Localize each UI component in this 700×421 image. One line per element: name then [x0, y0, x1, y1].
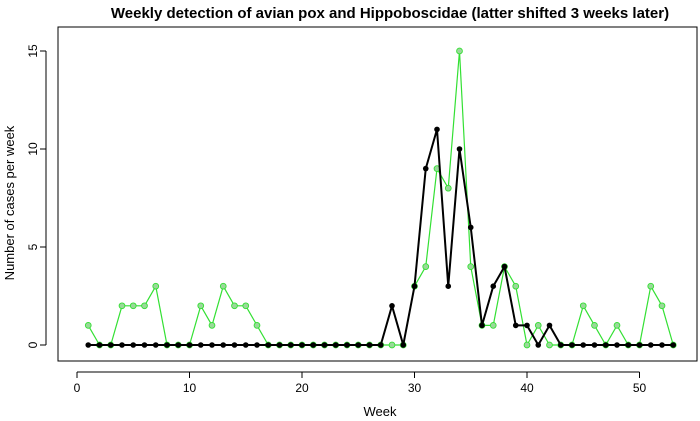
series-1-point	[310, 342, 317, 348]
series-0-point	[467, 263, 475, 270]
series-1-point	[107, 342, 114, 348]
series-1-point	[344, 342, 350, 348]
x-tick-label: 30	[408, 381, 422, 395]
series-0-point	[388, 341, 396, 349]
series-1-point	[501, 263, 508, 270]
series-1-point	[467, 224, 474, 231]
series-1-point	[580, 342, 587, 348]
series-1-point	[490, 283, 497, 290]
series-1-point	[400, 342, 407, 348]
series-1-point	[152, 342, 159, 348]
series-1-point	[602, 342, 609, 348]
series-1-point	[591, 342, 598, 348]
x-tick-label: 40	[520, 381, 534, 395]
series-1-point	[377, 342, 384, 348]
series-0-point	[489, 322, 497, 329]
series-1-point	[265, 342, 272, 348]
y-tick-label: 0	[26, 341, 40, 348]
series-0-point	[512, 282, 520, 290]
y-tick-label: 10	[26, 142, 40, 156]
series-0-point	[523, 341, 531, 349]
series-1-point	[456, 146, 463, 152]
series-1-point	[85, 342, 92, 348]
series-1-point	[411, 283, 418, 290]
series-1-point	[276, 342, 283, 348]
axes: 0 10 20 30 40 50 0 5 10 15	[26, 26, 698, 395]
series-1-point	[614, 342, 620, 348]
series-1-point	[299, 342, 305, 348]
series-0-line	[87, 50, 674, 346]
y-tick-label: 15	[26, 44, 40, 58]
series-1-point	[141, 342, 148, 348]
series-1-point	[422, 165, 429, 172]
series-1-point	[332, 342, 339, 348]
series-0-point	[242, 302, 250, 310]
series-0-point	[231, 302, 238, 310]
series-1-point	[569, 342, 575, 348]
series-0-point	[613, 322, 621, 329]
series-group	[84, 47, 677, 349]
series-1-point	[557, 342, 564, 348]
series-1-point	[96, 342, 103, 348]
series-0-point	[422, 263, 430, 270]
series-1-point	[546, 322, 553, 329]
series-1-point	[321, 342, 328, 348]
series-1-point	[647, 342, 654, 348]
x-tick-label: 0	[74, 381, 81, 395]
series-0-point	[647, 282, 655, 290]
series-1-point	[636, 342, 643, 348]
x-tick-label: 50	[633, 381, 647, 395]
series-1-point	[389, 303, 395, 309]
series-0-point	[129, 302, 137, 310]
series-1-point	[625, 342, 632, 348]
series-1-point	[164, 342, 170, 348]
series-1-point	[254, 342, 260, 348]
y-tick-label: 5	[26, 243, 40, 250]
series-0-point	[534, 322, 542, 329]
series-1-point	[130, 342, 137, 348]
series-1-point	[659, 342, 665, 348]
series-0-point	[253, 322, 261, 329]
series-0-point	[546, 341, 553, 349]
series-1-point	[287, 342, 294, 348]
series-1-point	[535, 342, 542, 348]
series-1-point	[512, 322, 519, 329]
series-0-point	[84, 322, 92, 329]
series-1-point	[119, 342, 125, 348]
series-0-point	[118, 302, 126, 310]
series-1-line	[88, 128, 674, 346]
series-1-point	[670, 342, 677, 348]
series-0-point	[141, 302, 148, 310]
series-1-point	[355, 342, 362, 348]
series-1-point	[366, 342, 373, 348]
series-1-point	[242, 342, 249, 348]
series-0-point	[197, 302, 205, 310]
series-1-point	[175, 342, 182, 348]
series-1-point	[445, 283, 452, 290]
y-axis-label: Number of cases per week	[2, 125, 17, 280]
series-0-point	[208, 322, 216, 329]
x-tick-label: 10	[183, 381, 197, 395]
series-0-point	[456, 47, 463, 55]
series-0-point	[658, 302, 666, 310]
chart-title: Weekly detection of avian pox and Hippob…	[111, 5, 669, 22]
series-1-point	[197, 342, 204, 348]
series-1-point	[186, 342, 193, 348]
plot-frame	[57, 26, 698, 362]
series-1-point	[479, 322, 485, 329]
x-tick-label: 20	[295, 381, 309, 395]
series-0-point	[219, 282, 227, 290]
series-0-point	[444, 184, 452, 192]
series-1-point	[524, 322, 530, 329]
x-axis-label: Week	[364, 404, 397, 419]
series-0-point	[579, 302, 587, 310]
series-0-point	[152, 282, 160, 290]
series-1-point	[209, 342, 215, 348]
series-1-point	[220, 342, 227, 348]
series-0-point	[591, 322, 598, 329]
series-1-point	[434, 126, 440, 133]
series-1-point	[231, 342, 238, 348]
